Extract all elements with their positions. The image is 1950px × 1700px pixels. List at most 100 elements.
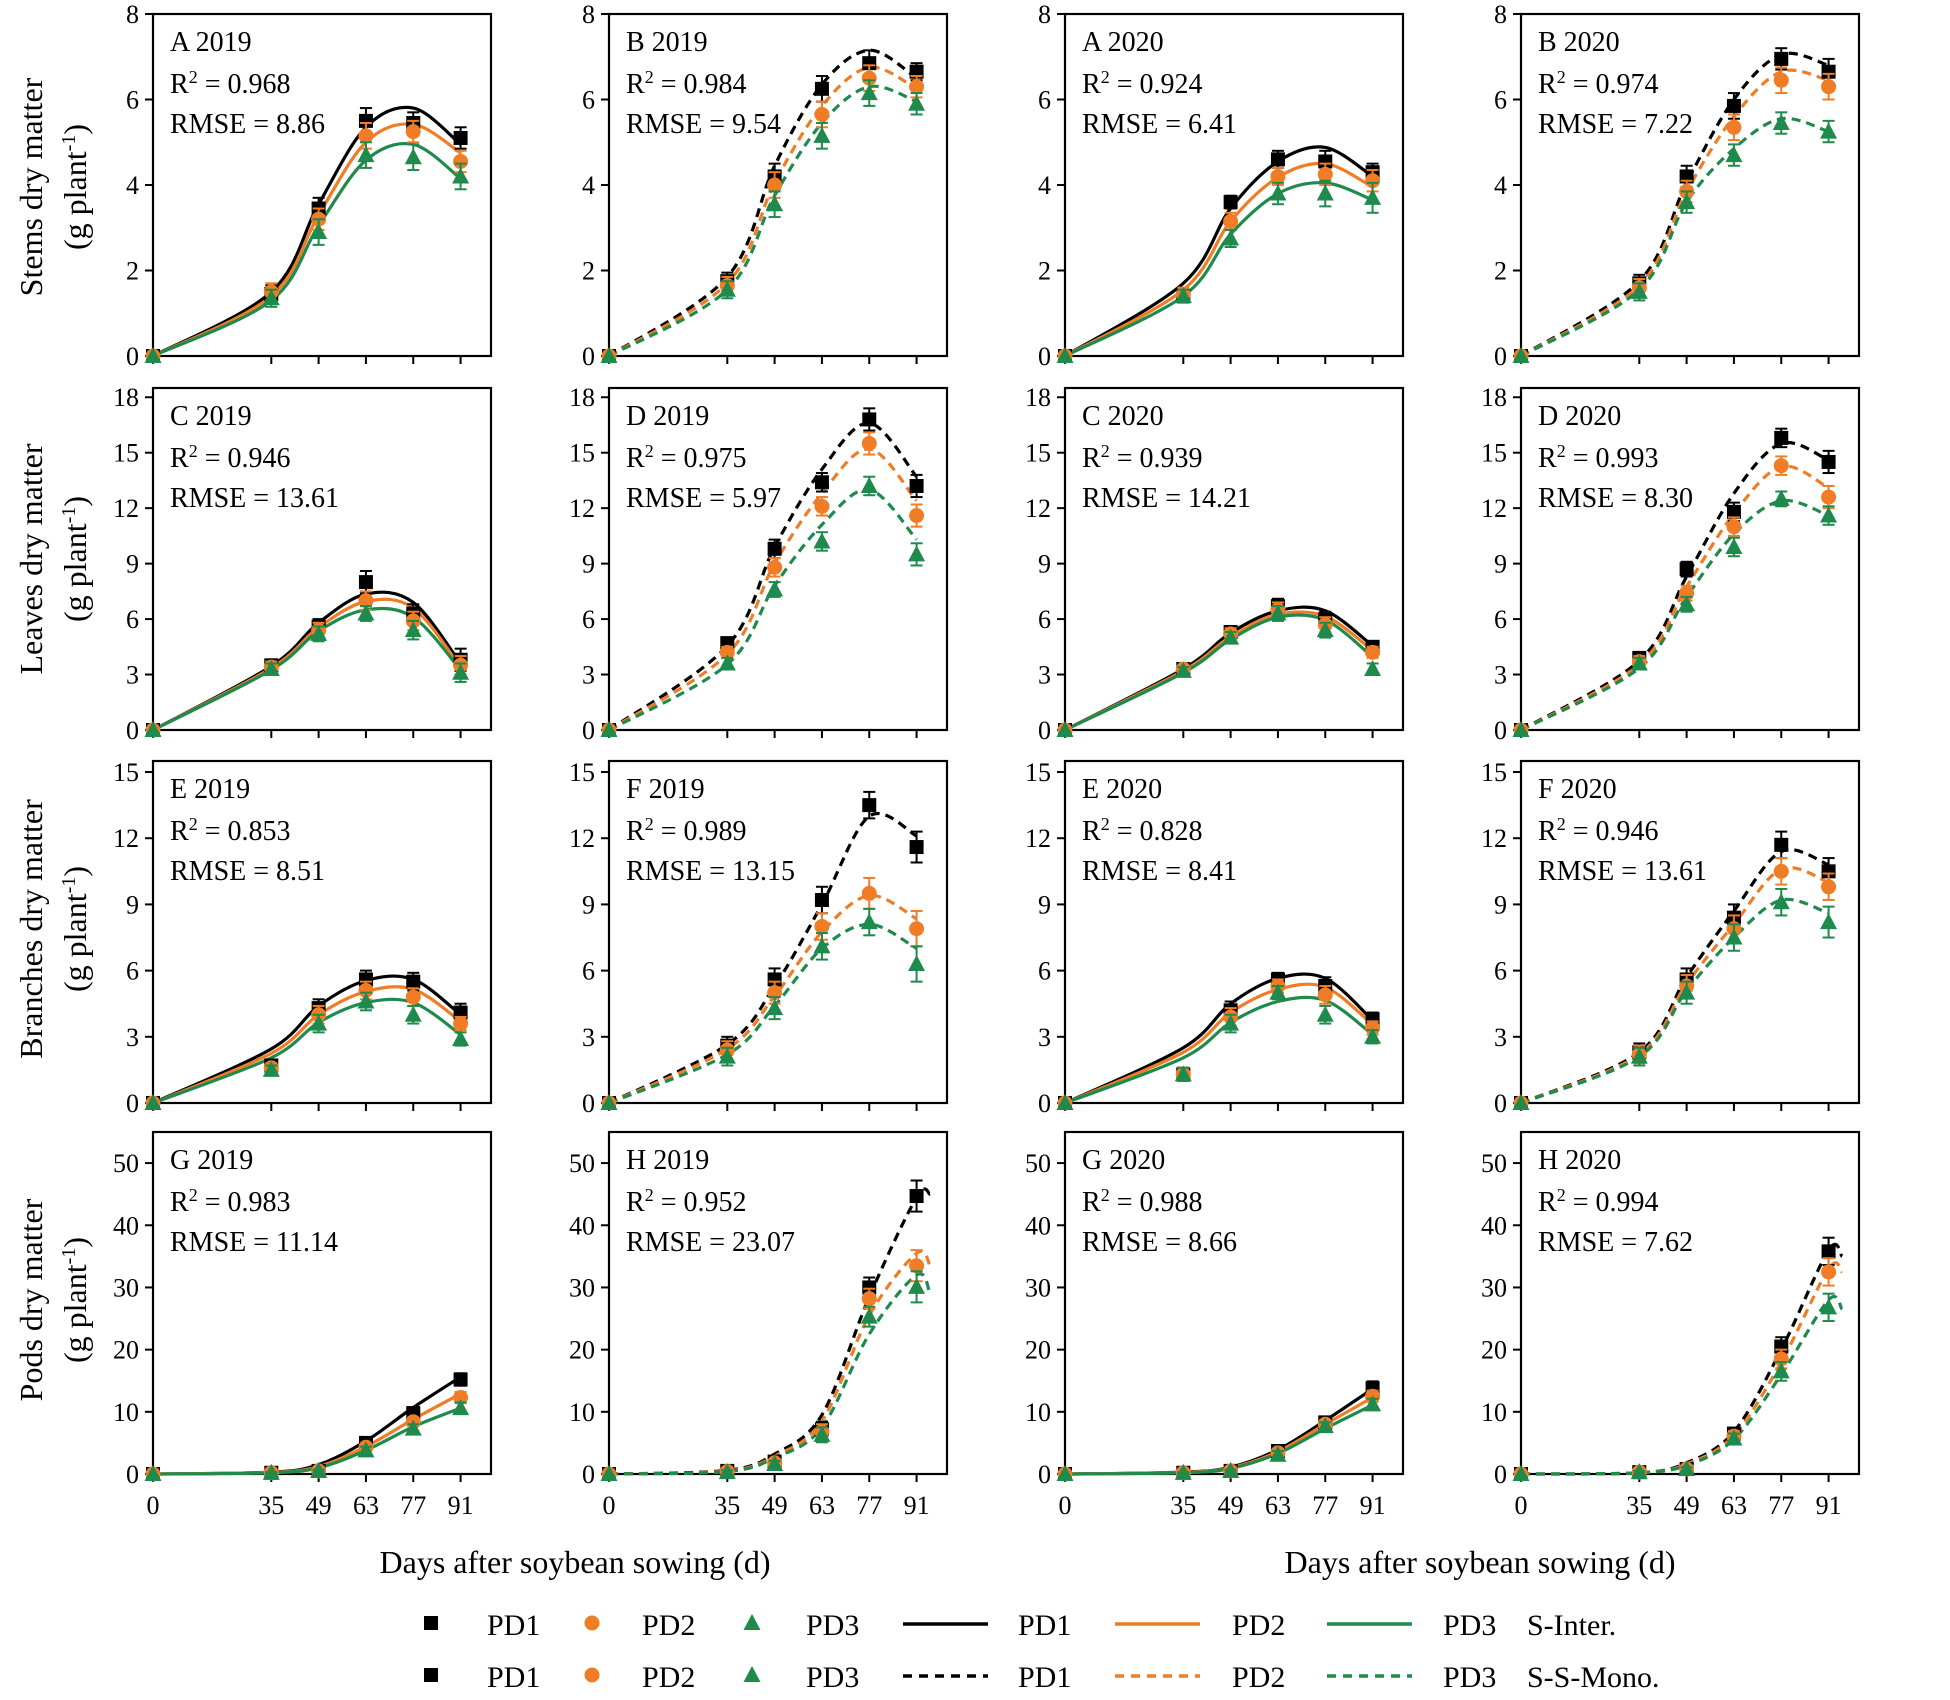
data-point-pd3 [908, 954, 926, 971]
panel-rmse: RMSE = 8.30 [1538, 483, 1693, 514]
y-tick-label: 9 [582, 550, 595, 579]
data-point-pd2 [453, 1390, 469, 1406]
panel-rmse: RMSE = 13.61 [1538, 856, 1707, 887]
panel-p31: 0 10 20 30 40 50 0 35 49 63 77 91 H 2019 R2 = 0.952 RM… [569, 1130, 949, 1520]
xlabel-right: Days after soybean sowing (d) [1285, 1544, 1676, 1580]
y-tick-label: 9 [1494, 890, 1507, 919]
legend-system-label: S-Inter. [1527, 1609, 1616, 1642]
panel-label: F 2019 [626, 774, 705, 805]
ylabel-leaves-unit: (g plant-1) [57, 496, 93, 622]
data-point-pd1 [358, 972, 373, 987]
y-tick-label: 6 [1494, 86, 1507, 115]
legend-line-label-pd3: PD3 [1443, 1661, 1496, 1694]
x-tick-label: 35 [714, 1491, 740, 1520]
data-point-pd3 [404, 148, 422, 165]
data-point-pd3 [1174, 1065, 1192, 1082]
panel-frame [607, 1130, 949, 1476]
data-point-pd2 [1821, 489, 1837, 505]
y-tick-label: 8 [1494, 0, 1507, 29]
x-tick-label: 35 [1626, 1491, 1652, 1520]
data-point-pd2 [1773, 863, 1789, 879]
y-tick-label: 6 [1038, 86, 1051, 115]
legend-marker-pd1 [424, 1668, 438, 1682]
data-point-pd3 [357, 604, 375, 621]
data-point-pd2 [719, 644, 735, 660]
y-tick-label: 18 [569, 383, 595, 412]
y-tick-label: 0 [1038, 716, 1051, 745]
panel-frame [1063, 12, 1405, 358]
panel-p01: 0 2 4 6 8 B 2019 R2 = 0.984 RMSE = 9.54 [582, 0, 949, 371]
data-point-pd1 [1821, 864, 1836, 879]
legend-marker-pd3 [743, 1666, 761, 1682]
data-point-pd3 [1364, 188, 1382, 205]
x-tick-label: 49 [306, 1491, 332, 1520]
fit-curve-pd1 [1520, 848, 1830, 1105]
data-point-pd3 [908, 545, 926, 562]
data-point-pd1 [1774, 51, 1789, 66]
data-point-pd1 [909, 478, 924, 493]
data-point-pd3 [1056, 1094, 1074, 1110]
data-point-pd1 [1223, 195, 1238, 210]
ylabel-pods-line1: Pods dry matter [13, 1198, 49, 1401]
y-tick-label: 9 [1494, 550, 1507, 579]
panel-p30: 0 10 20 30 40 50 0 35 49 63 77 91 G 2019 R2 = 0.983 RM… [113, 1130, 493, 1520]
data-point-pd1 [862, 412, 877, 427]
y-tick-label: 15 [113, 758, 139, 787]
data-point-pd3 [813, 532, 831, 549]
panel-r2: R2 = 0.946 [1538, 814, 1658, 847]
y-tick-label: 2 [582, 257, 595, 286]
y-tick-label: 6 [126, 957, 139, 986]
y-tick-label: 15 [1025, 758, 1051, 787]
y-tick-label: 3 [1494, 1023, 1507, 1052]
unit-close: ) [57, 866, 93, 877]
panel-label: C 2019 [170, 401, 252, 432]
panel-frame [607, 386, 949, 732]
panel-label: E 2019 [170, 774, 250, 805]
panel-frame [151, 759, 493, 1105]
y-tick-label: 15 [1481, 439, 1507, 468]
data-point-pd2 [1821, 879, 1837, 895]
y-tick-label: 0 [126, 716, 139, 745]
data-point-pd3 [1725, 146, 1743, 163]
data-point-pd2 [909, 79, 925, 95]
data-point-pd2 [1773, 72, 1789, 88]
unit-part: (g plant [57, 151, 93, 250]
panel-r2: R2 = 0.983 [170, 1185, 290, 1218]
y-tick-label: 40 [1481, 1211, 1507, 1240]
legend-line-label-pd2: PD2 [1232, 1609, 1285, 1642]
x-tick-label: 77 [1312, 1491, 1338, 1520]
data-point-pd2 [861, 70, 877, 86]
data-point-pd3 [404, 1419, 422, 1436]
data-point-pd1 [453, 130, 468, 145]
y-tick-label: 20 [1481, 1336, 1507, 1365]
panel-frame [151, 12, 493, 358]
data-point-pd3 [1512, 1465, 1530, 1481]
panel-r2: R2 = 0.975 [626, 441, 746, 474]
y-tick-label: 12 [113, 824, 139, 853]
data-point-pd3 [1630, 282, 1648, 299]
legend-marker-pd3 [743, 1614, 761, 1630]
panel-frame [1519, 759, 1861, 1105]
legend-label-pd1: PD1 [487, 1661, 540, 1694]
y-tick-label: 10 [569, 1398, 595, 1427]
panel-r2: R2 = 0.939 [1082, 441, 1202, 474]
data-point-pd2 [1821, 79, 1837, 95]
y-tick-label: 15 [569, 439, 595, 468]
data-point-pd3 [1316, 1005, 1334, 1022]
panel-frame [1063, 759, 1405, 1105]
y-tick-label: 3 [1494, 661, 1507, 690]
y-tick-label: 20 [113, 1336, 139, 1365]
panel-frame [1063, 1130, 1405, 1476]
panel-p10: 0 3 6 9 12 15 18 C 2019 R2 = 0.946 RMSE = 13.61 [113, 383, 493, 745]
y-tick-label: 0 [582, 716, 595, 745]
ylabel-branches: Branches dry matter (g plant-1) [13, 799, 93, 1059]
y-tick-label: 3 [126, 661, 139, 690]
data-point-pd3 [1364, 1395, 1382, 1412]
y-tick-label: 9 [582, 890, 595, 919]
x-tick-label: 35 [1170, 1491, 1196, 1520]
y-tick-label: 9 [126, 890, 139, 919]
y-tick-label: 2 [1038, 257, 1051, 286]
data-point-pd1 [767, 972, 782, 987]
legend-label-pd3: PD3 [806, 1609, 859, 1642]
panel-p12: 0 3 6 9 12 15 18 C 2020 R2 = 0.939 RMSE = 14.21 [1025, 383, 1405, 745]
